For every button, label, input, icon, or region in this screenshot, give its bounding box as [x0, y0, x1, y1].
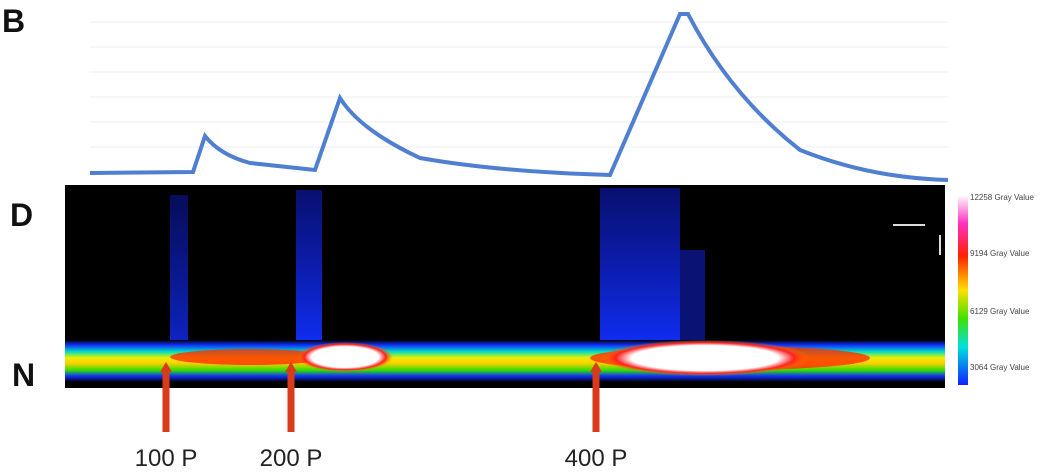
stimulus-label: 400 P: [565, 445, 628, 472]
colorbar: [958, 195, 968, 385]
stimulus-tips: [160, 362, 602, 372]
row-label: N: [12, 357, 35, 393]
stimulus-arrows: [162, 368, 600, 432]
trace-grid: [90, 21, 948, 148]
stimulus-label: 100 P: [135, 445, 198, 472]
colorbar-label: 12258 Gray Value: [970, 193, 1034, 202]
fluorescence-trace: [89, 12, 949, 182]
colorbar-label: 3064 Gray Value: [970, 363, 1030, 372]
panel-label: B: [2, 3, 25, 39]
stimulus-label: 200 P: [260, 445, 323, 472]
colorbar-label: 6129 Gray Value: [970, 307, 1030, 316]
colorbar-label: 9194 Gray Value: [970, 249, 1030, 258]
kymograph: [65, 185, 945, 388]
row-label: D: [10, 197, 33, 233]
